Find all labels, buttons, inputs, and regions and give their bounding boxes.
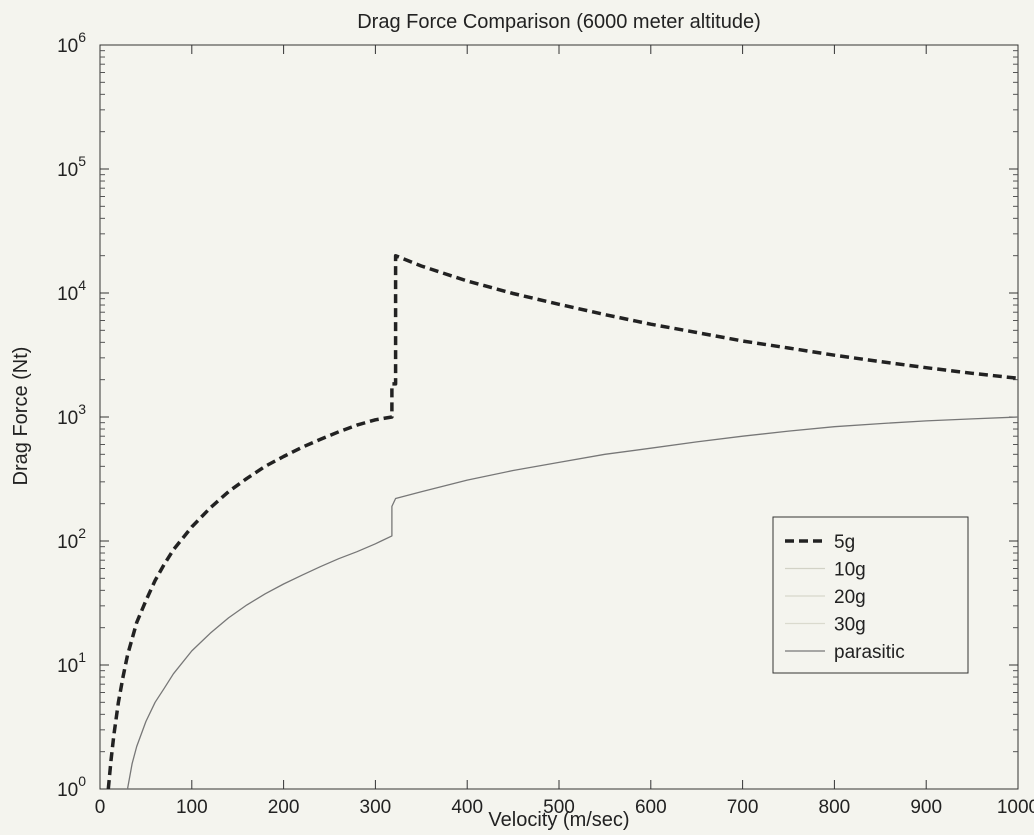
series-lines [106, 253, 1019, 790]
y-tick-base: 10 [57, 656, 78, 677]
y-tick-exponent: 1 [78, 649, 86, 665]
y-tick-base: 10 [57, 160, 78, 181]
chart-title: Drag Force Comparison (6000 meter altitu… [357, 11, 761, 33]
legend-label: parasitic [834, 642, 905, 663]
y-tick-exponent: 0 [78, 773, 86, 789]
series-line-parasitic [126, 416, 1019, 790]
plot-frame [99, 44, 1019, 790]
x-tick-label: 800 [819, 797, 851, 818]
y-tick-base: 10 [57, 284, 78, 305]
x-tick-label: 600 [635, 797, 667, 818]
legend-label: 5g [834, 532, 855, 553]
y-tick-exponent: 6 [78, 29, 86, 45]
y-tick-base: 10 [57, 532, 78, 553]
y-tick-base: 10 [57, 780, 78, 801]
y-tick-base: 10 [57, 36, 78, 57]
y-tick-base: 10 [57, 408, 78, 429]
legend-label: 30g [834, 615, 866, 636]
x-tick-label: 700 [727, 797, 759, 818]
x-tick-label: 500 [543, 797, 575, 818]
series-line-5g [106, 253, 1019, 790]
axis-ticks: 0 100 200 300 400 500 600 700 800 900 100010010110… [57, 29, 1034, 818]
y-tick-label: 103 [57, 401, 86, 429]
y-tick-exponent: 3 [78, 401, 86, 417]
y-tick-label: 106 [57, 29, 86, 57]
legend-label: 20g [834, 587, 866, 608]
x-tick-label: 900 [910, 797, 942, 818]
y-tick-label: 101 [57, 649, 86, 677]
y-tick-label: 105 [57, 153, 86, 181]
x-tick-label: 400 [451, 797, 483, 818]
legend-label: 10g [834, 560, 866, 581]
y-tick-label: 104 [57, 277, 86, 305]
legend-box [772, 516, 969, 674]
x-tick-label: 0 [95, 797, 106, 818]
x-tick-label: 1000 [997, 797, 1034, 818]
y-tick-exponent: 5 [78, 153, 86, 169]
y-tick-label: 102 [57, 525, 86, 553]
y-tick-exponent: 2 [78, 525, 86, 541]
x-tick-label: 100 [176, 797, 208, 818]
y-tick-exponent: 4 [78, 277, 86, 293]
x-axis-label: Velocity (m/sec) [488, 809, 629, 831]
legend: 5g 10g 20g 30g parasitic [772, 516, 969, 674]
y-axis-label: Drag Force (Nt) [10, 347, 32, 486]
x-tick-label: 200 [268, 797, 300, 818]
x-tick-label: 300 [360, 797, 392, 818]
y-tick-label: 100 [57, 773, 86, 801]
